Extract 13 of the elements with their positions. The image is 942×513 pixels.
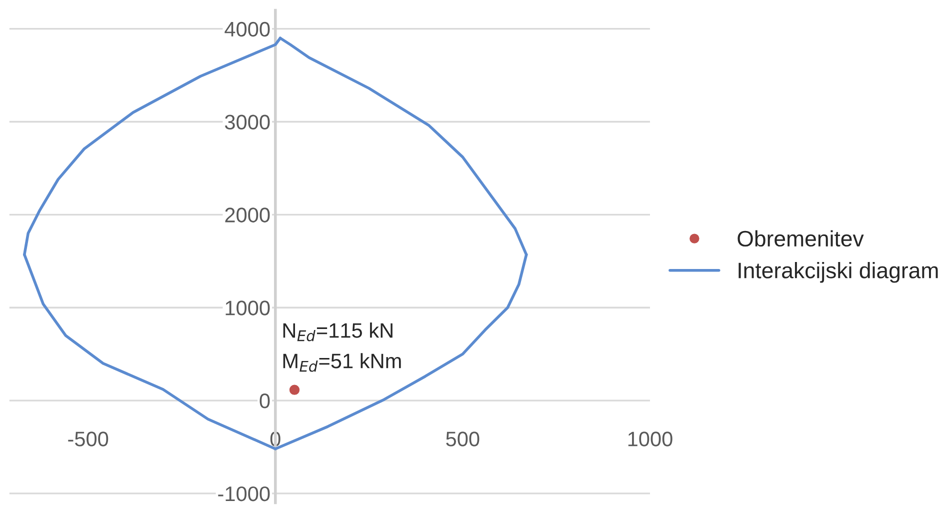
annotation: N$_{Ed}$=115 kN — [283, 322, 392, 342]
legend-label: Obremenitev — [738, 230, 864, 247]
y-tick-label: -1000 — [218, 486, 270, 502]
y-tick-label: 0 — [260, 394, 270, 408]
x-tick-label: -500 — [68, 432, 108, 446]
x-tick-label: 500 — [446, 432, 480, 446]
x-tick-label: 1000 — [628, 432, 672, 446]
y-tick-label: 4000 — [224, 22, 270, 37]
annotation: M$_{Ed}$=51 kNm — [283, 353, 401, 372]
legend-label: Interakcijski diagram — [738, 262, 938, 283]
y-tick-label: 3000 — [224, 114, 270, 130]
y-tick-label: 1000 — [226, 300, 270, 316]
y-tick-label: 2000 — [225, 208, 270, 222]
